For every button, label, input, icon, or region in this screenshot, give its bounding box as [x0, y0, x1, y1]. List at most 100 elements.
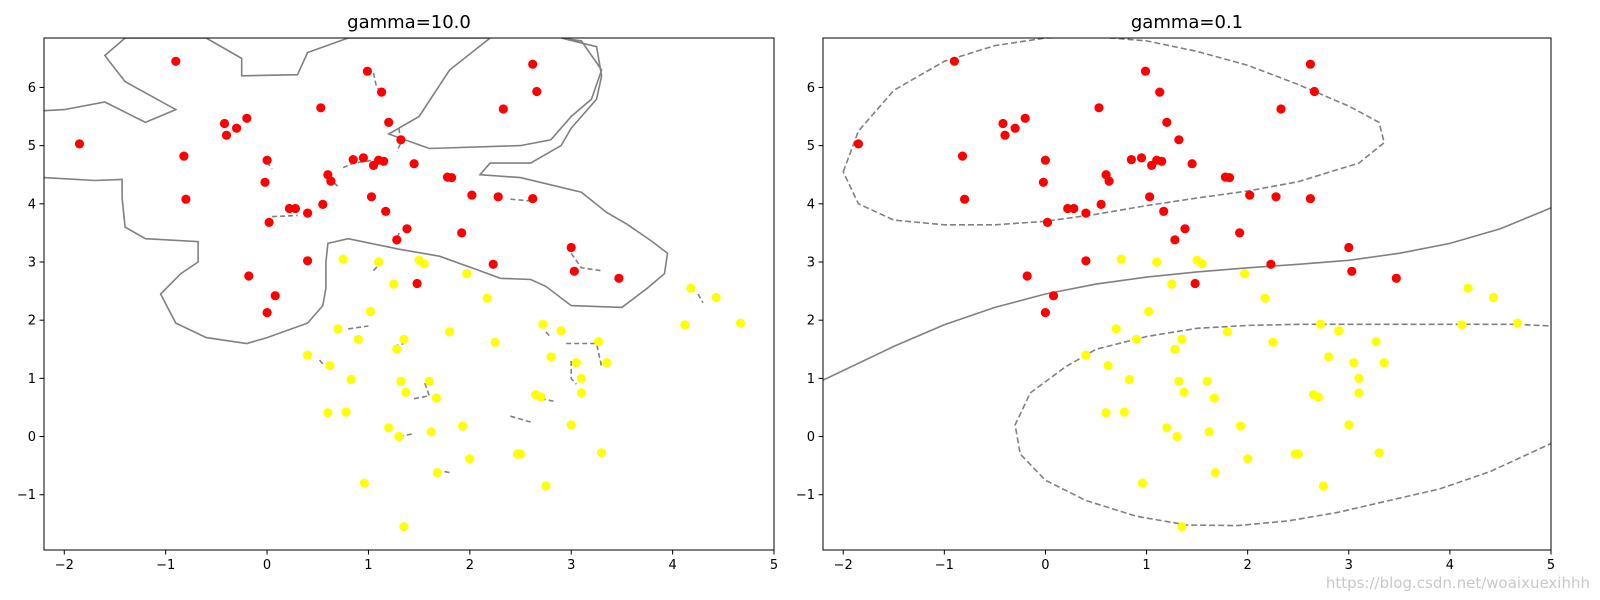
margin-contour [570, 360, 577, 385]
data-point-red [318, 199, 328, 209]
data-point-red [1266, 259, 1276, 269]
data-point-yellow [680, 320, 690, 330]
data-point-red [498, 104, 508, 114]
data-point-yellow [303, 350, 313, 360]
plot-panel-1: gamma=10.0 −2 −1 0 1 2 3 4 5 −1 0 1 2 3 4 5 6 [17, 12, 778, 573]
data-point-red [316, 103, 326, 113]
data-point-yellow [401, 387, 411, 397]
data-point-red [447, 173, 457, 183]
data-point-yellow [1131, 334, 1141, 344]
data-point-yellow [1354, 373, 1364, 383]
margin-contour [842, 38, 1386, 226]
data-point-red [1391, 273, 1401, 283]
data-point-yellow [1179, 387, 1189, 397]
data-point-red [569, 266, 579, 276]
margin-contour [510, 415, 531, 423]
data-point-red [853, 139, 864, 149]
data-point-red [74, 139, 85, 149]
y-tick-label: 0 [807, 430, 815, 445]
margin-contour [272, 214, 298, 218]
data-point-red [1081, 256, 1091, 266]
data-point-yellow [374, 257, 384, 267]
data-point-red [960, 194, 970, 204]
data-point-yellow [571, 358, 581, 368]
data-point-yellow [1119, 407, 1129, 417]
data-point-yellow [389, 279, 399, 289]
data-point-red [493, 192, 503, 202]
margin-contour [372, 72, 382, 92]
data-point-yellow [594, 337, 604, 347]
data-point-red [1271, 192, 1281, 202]
data-point-yellow [346, 374, 356, 385]
data-point-red [1022, 271, 1032, 281]
x-tick-label: 0 [263, 558, 271, 573]
data-point-yellow [1162, 423, 1172, 433]
data-point-yellow [323, 408, 333, 418]
margin-contour [348, 325, 369, 330]
data-point-red [179, 151, 189, 161]
data-point-red [614, 273, 624, 283]
data-point-yellow [396, 376, 406, 386]
margin-contour [570, 252, 602, 272]
data-point-red [1040, 308, 1050, 318]
margin-contour [545, 331, 552, 339]
x-tick-label: 2 [1244, 558, 1252, 573]
data-point-red [528, 59, 538, 69]
data-point-red [1187, 159, 1197, 169]
data-point-red [219, 118, 230, 129]
data-point-red [1096, 199, 1106, 209]
x-tick-label: 4 [668, 558, 676, 573]
data-point-yellow [353, 334, 363, 344]
data-point-yellow [325, 361, 335, 371]
data-point-red [181, 194, 191, 204]
data-point-yellow [1371, 337, 1381, 347]
data-point-red [377, 87, 387, 97]
data-point-yellow [419, 259, 429, 269]
data-point-yellow [1172, 431, 1182, 442]
data-point-red [412, 278, 422, 289]
data-point-red [348, 155, 358, 165]
margin-contour [396, 128, 402, 152]
data-point-yellow [1324, 352, 1334, 362]
data-point-yellow [1349, 358, 1359, 368]
data-point-yellow [1103, 361, 1113, 371]
data-point-red [1136, 153, 1147, 163]
data-point-red [1040, 155, 1050, 165]
data-point-yellow [333, 324, 343, 334]
data-point-red [326, 176, 336, 186]
data-point-yellow [445, 327, 455, 337]
data-point-yellow [1268, 337, 1278, 347]
data-point-yellow [576, 373, 587, 383]
watermark: https://blog.csdn.net/woaixuexihhh [1325, 574, 1590, 592]
margin-contour [317, 357, 324, 365]
data-point-yellow [1315, 319, 1326, 329]
x-tick-label: 1 [364, 558, 372, 573]
data-point-red [260, 177, 270, 187]
data-point-red [1305, 194, 1315, 204]
chart-title: gamma=0.1 [1131, 12, 1243, 33]
y-tick-label: −1 [17, 488, 36, 503]
y-tick-label: 6 [807, 81, 815, 96]
data-point-red [384, 117, 394, 127]
data-point-yellow [399, 334, 409, 344]
margin-contour [372, 264, 380, 272]
data-point-red [1104, 176, 1114, 186]
data-point-yellow [1236, 421, 1246, 431]
data-point-yellow [1081, 350, 1091, 360]
data-point-yellow [1374, 448, 1384, 458]
data-point-red [998, 118, 1008, 129]
data-point-red [262, 155, 272, 165]
data-point-red [1020, 113, 1030, 123]
data-point-yellow [458, 421, 468, 431]
chart-title: gamma=10.0 [347, 12, 471, 33]
data-point-red [1155, 87, 1165, 97]
data-point-yellow [1313, 392, 1323, 402]
data-point-yellow [1167, 279, 1177, 289]
data-point-yellow [341, 407, 351, 417]
data-point-red [221, 130, 232, 140]
axes-frame [43, 37, 775, 551]
data-point-yellow [1204, 427, 1214, 437]
x-tick-label: 5 [770, 558, 778, 573]
data-point-yellow [1124, 374, 1134, 385]
